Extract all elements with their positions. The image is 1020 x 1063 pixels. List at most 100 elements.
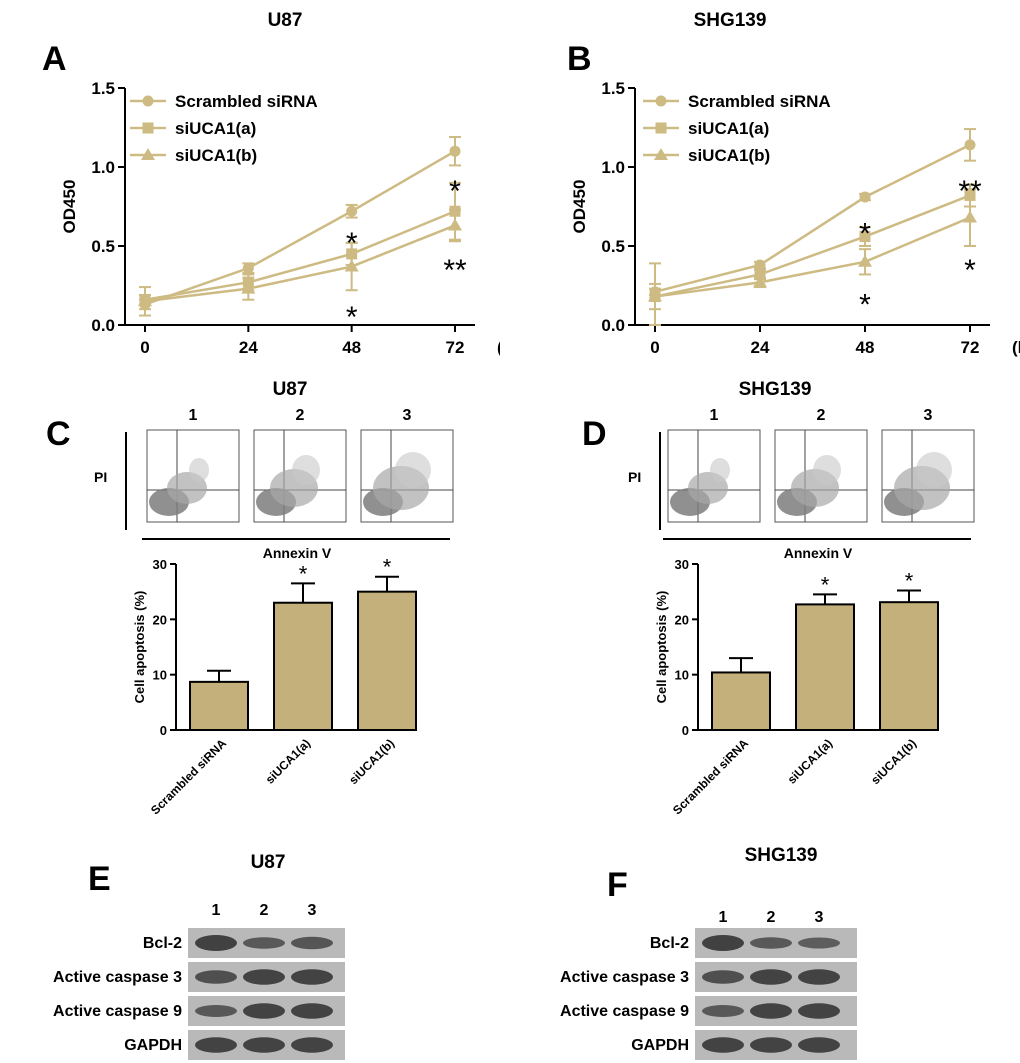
- bar-category-label: siUCA1(b): [346, 736, 397, 787]
- blot-band: [798, 1003, 840, 1019]
- panel-letter-e: E: [88, 860, 111, 898]
- flow-lane-number: 1: [189, 407, 198, 424]
- x-tick-label: 48: [342, 338, 361, 357]
- blot-row-label: Active caspase 3: [53, 969, 182, 986]
- panel-title: SHG139: [739, 379, 812, 400]
- series-line: [144, 224, 456, 303]
- blot-row-label: Bcl-2: [650, 935, 689, 952]
- x-tick-label: 48: [856, 338, 875, 357]
- flow-y-label: PI: [94, 469, 107, 485]
- blot-band: [243, 1037, 285, 1053]
- panel-letter-f: F: [607, 866, 628, 904]
- blot-band: [243, 1003, 285, 1019]
- blot-band: [291, 1037, 333, 1053]
- x-tick-label: 0: [140, 338, 149, 357]
- blot-lane-number: 2: [767, 909, 776, 926]
- blot-lane-number: 2: [260, 902, 269, 919]
- y-tick-label: 0.0: [601, 316, 625, 335]
- dot-cluster: [916, 452, 952, 488]
- panel-letter-b: B: [567, 40, 592, 78]
- blot-band: [750, 969, 792, 985]
- series-line: [144, 150, 456, 306]
- legend-label: siUCA1(a): [175, 119, 256, 138]
- flow-lane-number: 3: [924, 407, 933, 424]
- flow-lane-number: 1: [710, 407, 719, 424]
- data-point: [241, 281, 256, 294]
- bar-category-label: Scrambled siRNA: [148, 736, 229, 817]
- legend-label: Scrambled siRNA: [688, 92, 831, 111]
- bar-y-tick-label: 0: [682, 723, 689, 738]
- apoptosis-panel-shg139: SHG139 1 2 3 PI Annexin V 0 10 20 30 Cell apoptosi…: [628, 379, 975, 817]
- bar-category-label: siUCA1(a): [785, 736, 835, 786]
- bar-significance: *: [821, 572, 830, 597]
- data-point: [141, 148, 155, 160]
- blot-lane-number: 1: [719, 909, 728, 926]
- bar-y-tick-label: 10: [675, 668, 689, 683]
- significance-mark: *: [964, 254, 976, 287]
- flow-lane-number: 2: [817, 407, 826, 424]
- series-line: [144, 210, 456, 301]
- data-point: [138, 294, 152, 307]
- dot-cluster: [292, 455, 320, 485]
- series-line: [654, 143, 971, 294]
- blot-row-label: Bcl-2: [143, 935, 182, 952]
- panel-letter-a: A: [42, 40, 67, 78]
- data-point: [859, 231, 871, 243]
- significance-mark: *: [346, 227, 358, 260]
- bar: [795, 603, 855, 731]
- blot-band: [798, 937, 840, 949]
- legend-label: siUCA1(b): [175, 146, 257, 165]
- blot-band: [291, 969, 333, 985]
- x-unit-label: (h): [1012, 338, 1020, 357]
- bar-y-axis-label: Cell apoptosis (%): [654, 591, 669, 704]
- bar-y-tick-label: 30: [675, 557, 689, 572]
- bar-y-tick-label: 20: [675, 612, 689, 627]
- flow-x-label: Annexin V: [263, 545, 332, 561]
- blot-band: [798, 1037, 840, 1053]
- bar-category-label: siUCA1(a): [263, 736, 313, 786]
- blot-row-label: GAPDH: [124, 1037, 182, 1054]
- data-point: [963, 210, 977, 223]
- data-point: [448, 218, 462, 231]
- data-point: [142, 95, 154, 107]
- bar: [273, 601, 333, 732]
- dot-cluster: [710, 458, 730, 482]
- data-point: [654, 148, 668, 160]
- data-point: [449, 145, 461, 157]
- y-axis-label: OD450: [570, 180, 589, 234]
- x-tick-label: 0: [650, 338, 659, 357]
- data-point: [754, 259, 766, 271]
- x-tick-label: 72: [446, 338, 465, 357]
- apoptosis-panel-u87: U87 1 2 3 PI Annexin V 0 10 20 30 Cell apoptosis (…: [94, 379, 454, 817]
- bar-category-label: Scrambled siRNA: [670, 736, 751, 817]
- panel-letter-d: D: [582, 415, 607, 453]
- y-axis-label: OD450: [60, 180, 79, 234]
- blot-band: [195, 970, 237, 984]
- data-point: [859, 191, 871, 203]
- series-line: [654, 216, 971, 298]
- significance-mark: **: [958, 175, 982, 208]
- blot-title: U87: [251, 852, 286, 873]
- bar: [879, 601, 939, 731]
- blot-band: [243, 937, 285, 949]
- bar-y-axis-label: Cell apoptosis (%): [132, 591, 147, 704]
- blot-band: [750, 937, 792, 949]
- blot-band: [195, 935, 237, 951]
- y-tick-label: 1.5: [91, 79, 115, 98]
- bar: [711, 671, 771, 732]
- x-tick-label: 72: [961, 338, 980, 357]
- chart-title: U87: [268, 10, 303, 31]
- blot-band: [243, 969, 285, 985]
- blot-row-label: GAPDH: [631, 1037, 689, 1054]
- legend-label: siUCA1(b): [688, 146, 770, 165]
- legend-label: siUCA1(a): [688, 119, 769, 138]
- blot-row-label: Active caspase 9: [560, 1003, 689, 1020]
- bar-y-tick-label: 30: [153, 557, 167, 572]
- bar-y-tick-label: 0: [160, 723, 167, 738]
- significance-mark: **: [443, 254, 467, 287]
- y-tick-label: 0.5: [91, 237, 115, 256]
- series-line: [654, 194, 971, 298]
- blot-band: [702, 935, 744, 951]
- bar-y-tick-label: 20: [153, 612, 167, 627]
- panel-title: U87: [273, 379, 308, 400]
